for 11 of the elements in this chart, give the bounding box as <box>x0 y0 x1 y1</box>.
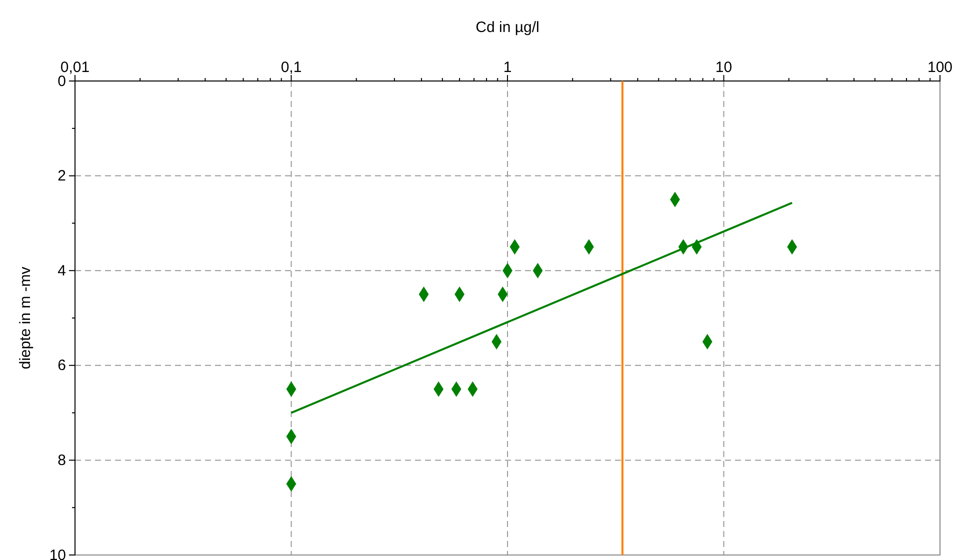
x-axis-title: Cd in µg/l <box>476 19 540 36</box>
x-tick-label: 10 <box>715 59 732 76</box>
y-tick-label: 10 <box>49 546 66 560</box>
x-tick-label: 0,1 <box>280 59 302 76</box>
x-tick-label: 100 <box>927 59 953 76</box>
y-tick-label: 8 <box>58 452 66 469</box>
x-tick-label: 1 <box>503 59 512 76</box>
y-tick-label: 6 <box>58 357 66 374</box>
y-tick-label: 2 <box>58 168 66 185</box>
y-tick-label: 4 <box>58 262 66 280</box>
y-axis-title: diepte in m -mv <box>17 266 34 370</box>
